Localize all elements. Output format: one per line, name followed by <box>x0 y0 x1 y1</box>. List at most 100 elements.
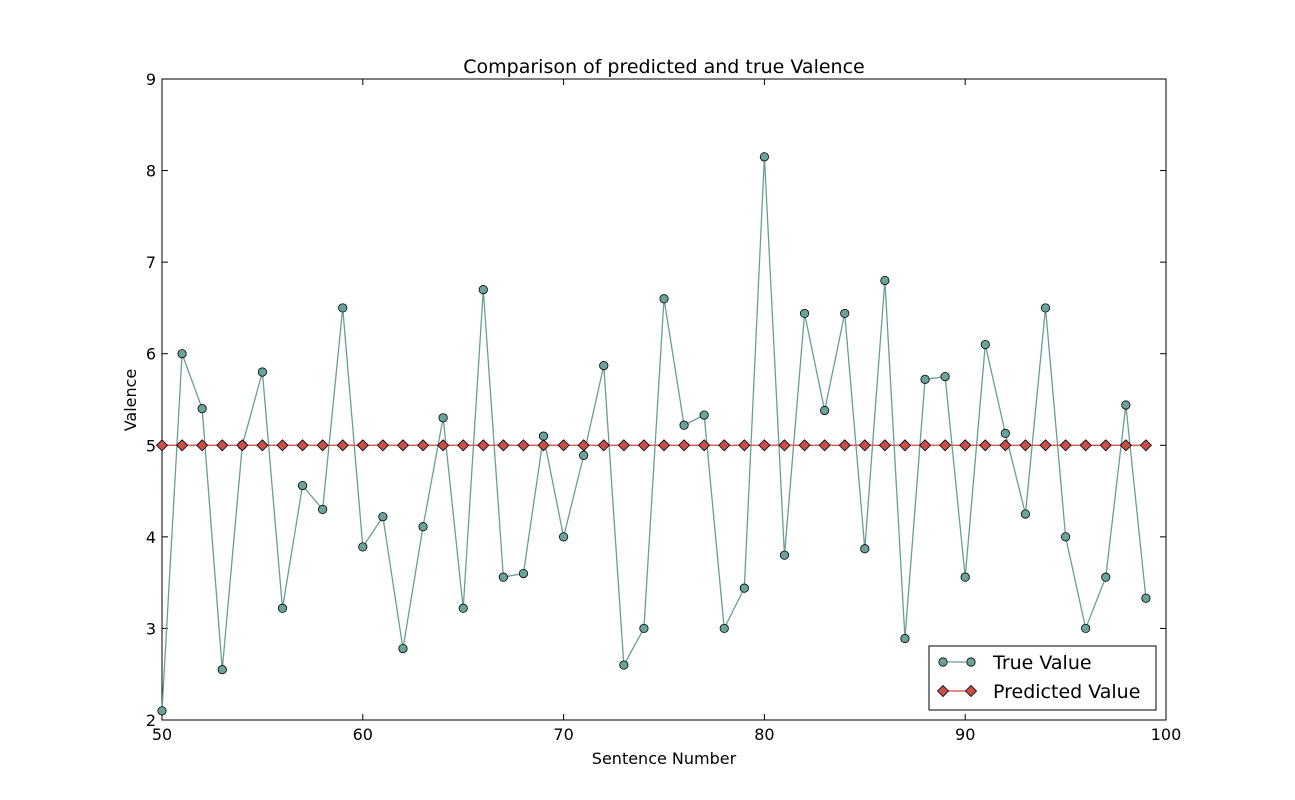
data-point-true-value <box>538 431 549 441</box>
data-point-true-value <box>518 568 529 579</box>
data-point-predicted-value <box>1079 439 1092 452</box>
y-tick-label: 3 <box>146 619 156 638</box>
data-point-true-value <box>759 152 770 162</box>
data-point-true-value <box>679 420 689 430</box>
data-point-true-value <box>920 374 930 384</box>
data-point-predicted-value <box>657 439 671 452</box>
legend-label-predicted-value: Predicted Value <box>993 681 1140 703</box>
data-point-predicted-value <box>597 439 610 452</box>
data-point-true-value <box>398 643 408 654</box>
data-point-predicted-value <box>416 439 430 452</box>
data-point-predicted-value <box>457 439 470 452</box>
data-point-true-value <box>1000 428 1010 438</box>
data-point-true-value <box>418 522 428 532</box>
data-point-true-value <box>860 544 870 554</box>
legend-marker-predicted-value <box>936 684 950 698</box>
x-tick-label: 80 <box>754 725 774 744</box>
data-point-true-value <box>177 349 187 359</box>
data-point-predicted-value <box>718 439 731 452</box>
data-point-true-value <box>1101 572 1111 582</box>
series-line-true-value <box>161 156 1147 711</box>
y-tick-label: 8 <box>146 162 156 181</box>
x-tick-label: 90 <box>955 725 975 744</box>
data-point-true-value <box>318 504 328 514</box>
data-point-true-value <box>1020 509 1031 519</box>
data-point-predicted-value <box>296 439 309 452</box>
data-point-predicted-value <box>376 439 389 452</box>
data-point-true-value <box>639 623 649 634</box>
legend: True Value Predicted Value <box>928 645 1157 711</box>
data-point-true-value <box>478 285 488 295</box>
data-point-predicted-value <box>497 439 510 452</box>
data-point-predicted-value <box>999 439 1012 452</box>
data-point-true-value <box>277 603 288 613</box>
x-tick-label: 50 <box>152 725 172 744</box>
legend-box <box>928 645 1157 711</box>
data-point-true-value <box>358 542 368 552</box>
data-point-true-value <box>338 303 348 313</box>
y-axis-label: Valence <box>121 369 140 432</box>
data-point-true-value <box>719 623 729 634</box>
data-point-predicted-value <box>798 439 811 452</box>
data-point-true-value <box>458 603 468 613</box>
data-point-predicted-value <box>155 439 169 452</box>
data-point-predicted-value <box>356 439 369 452</box>
data-point-predicted-value <box>858 439 871 452</box>
x-tick-label: 70 <box>553 725 573 744</box>
data-point-predicted-value <box>1019 439 1032 452</box>
data-point-predicted-value <box>1059 439 1072 452</box>
y-tick-label: 2 <box>146 711 156 730</box>
data-point-true-value <box>659 294 669 304</box>
data-point-predicted-value <box>336 439 349 452</box>
data-point-predicted-value <box>838 439 851 452</box>
data-point-predicted-value <box>537 439 550 452</box>
data-point-predicted-value <box>517 439 530 452</box>
data-point-predicted-value <box>898 439 912 452</box>
data-point-true-value <box>619 660 629 670</box>
data-point-true-value <box>960 572 970 582</box>
data-point-predicted-value <box>437 439 450 452</box>
data-point-true-value <box>1040 303 1051 313</box>
data-point-true-value <box>779 550 790 560</box>
data-point-true-value <box>558 532 569 542</box>
y-tick-label: 5 <box>146 436 156 455</box>
data-point-predicted-value <box>176 439 189 452</box>
data-point-predicted-value <box>939 439 952 452</box>
x-tick-label: 60 <box>353 725 373 744</box>
data-point-true-value <box>1061 532 1071 542</box>
data-point-predicted-value <box>196 439 209 452</box>
data-point-predicted-value <box>216 439 229 452</box>
data-point-predicted-value <box>316 439 329 452</box>
legend-marker-true-value <box>966 657 976 667</box>
data-point-predicted-value <box>276 439 289 452</box>
data-point-predicted-value <box>758 439 771 452</box>
data-point-true-value <box>257 367 267 377</box>
data-point-predicted-value <box>557 439 570 452</box>
data-point-true-value <box>980 339 990 350</box>
data-point-true-value <box>197 404 207 414</box>
data-point-predicted-value <box>818 439 831 452</box>
data-point-predicted-value <box>477 439 490 452</box>
data-point-predicted-value <box>918 439 932 452</box>
y-tick-label: 9 <box>146 70 156 89</box>
x-tick-label: 100 <box>1151 725 1182 744</box>
plot-area: 50 60 70 80 90 100 2 3 4 5 6 7 8 9 <box>146 70 1181 744</box>
data-point-predicted-value <box>396 439 410 452</box>
y-tick-label: 6 <box>146 345 156 364</box>
axes-frame <box>161 78 1167 721</box>
data-point-true-value <box>1081 623 1091 634</box>
data-point-predicted-value <box>637 439 650 452</box>
data-point-predicted-value <box>878 439 891 452</box>
data-point-true-value <box>297 480 308 491</box>
legend-marker-true-value <box>938 657 948 667</box>
data-point-true-value <box>820 405 830 416</box>
data-point-true-value <box>157 706 167 716</box>
data-point-true-value <box>739 583 749 593</box>
data-point-predicted-value <box>1039 439 1052 452</box>
data-point-true-value <box>699 410 709 420</box>
y-tick-label: 4 <box>146 528 156 547</box>
data-point-predicted-value <box>979 439 992 452</box>
data-point-predicted-value <box>256 439 269 452</box>
y-tick-label: 7 <box>146 253 156 272</box>
data-point-true-value <box>799 308 810 319</box>
